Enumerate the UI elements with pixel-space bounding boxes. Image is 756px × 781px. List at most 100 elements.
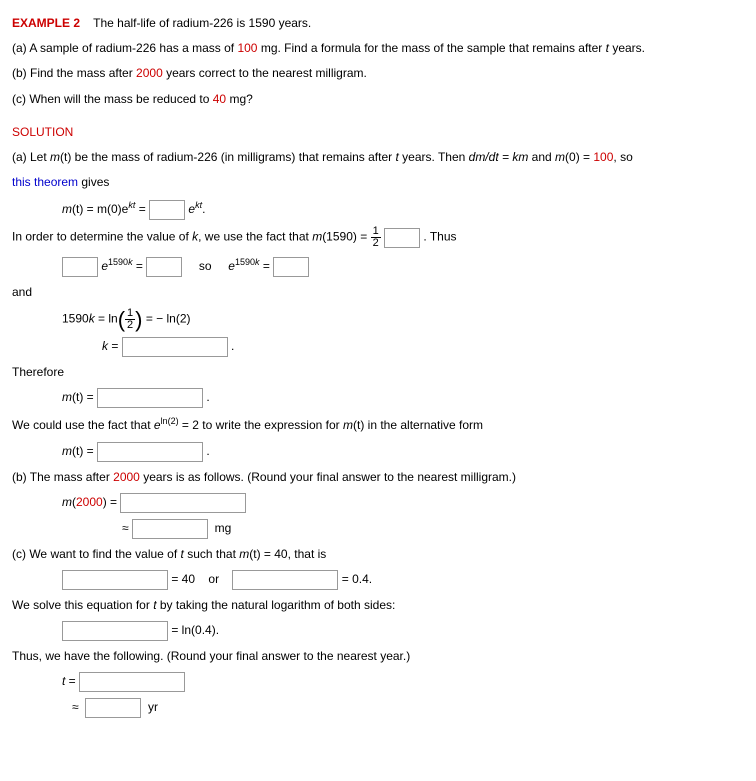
b-post: years is as follows. (Round your final a… (140, 470, 516, 484)
solution-a-line1: (a) Let m(t) be the mass of radium-226 (… (12, 148, 744, 167)
c-post: that is (291, 547, 326, 561)
and-label: and (12, 283, 744, 302)
blank-2[interactable] (384, 228, 420, 248)
k-dot: . (231, 339, 234, 353)
part-c-line: (c) When will the mass be reduced to 40 … (12, 90, 744, 109)
part-b-solution: (b) The mass after 2000 years is as foll… (12, 468, 744, 487)
part-b-pre: (b) Find the mass after (12, 66, 136, 80)
years-value: 2000 (136, 66, 163, 80)
blank-6[interactable] (122, 337, 228, 357)
eq1-0: (0)e (107, 202, 128, 216)
m0: m (555, 150, 565, 164)
part-b-post: years correct to the nearest milligram. (163, 66, 367, 80)
ln04-line: = ln(0.4). (12, 621, 744, 641)
blank-13[interactable] (62, 621, 168, 641)
m2000-paren: (2000) (72, 495, 107, 509)
eq04: = 0.4. (342, 572, 372, 586)
exp1590-1: 1590k (108, 257, 133, 267)
b-pre: (b) The mass after (12, 470, 113, 484)
therefore-label: Therefore (12, 363, 744, 382)
alt-pre: We could use the fact that (12, 418, 154, 432)
theorem-line: this theorem gives (12, 173, 744, 192)
frac-den: 2 (371, 238, 381, 249)
a-end: , so (613, 150, 632, 164)
t-eq-var: t (62, 674, 65, 688)
part-c-pre: (c) When will the mass be reduced to (12, 92, 213, 106)
ln-line: 1590k = ln(12) = − ln(2) (12, 308, 744, 331)
blank-9[interactable] (120, 493, 246, 513)
m2000-m: m (62, 495, 72, 509)
m0-val: 100 (593, 150, 613, 164)
dmdt: dm/dt = km (469, 150, 529, 164)
t-eq-line: t = (12, 672, 744, 692)
title-text: The half-life of radium-226 is 1590 year… (93, 16, 311, 30)
blank-12[interactable] (232, 570, 338, 590)
m1590: m (312, 230, 322, 244)
k-mid: , we use the fact that (198, 230, 312, 244)
thus-line: Thus, we have the following. (Round your… (12, 647, 744, 666)
alt-m: m (343, 418, 353, 432)
reduced-value: 40 (213, 92, 226, 106)
part-a-pre: (a) A sample of radium-226 has a mass of (12, 41, 237, 55)
eq1-eq: = (135, 202, 149, 216)
mass-value: 100 (237, 41, 257, 55)
blank-10[interactable] (132, 519, 208, 539)
c-eq40: = 40, (261, 547, 291, 561)
part-a-line: (a) A sample of radium-226 has a mass of… (12, 39, 744, 58)
blank-5[interactable] (273, 257, 309, 277)
exp-line: e1590k = so e1590k = (12, 255, 744, 277)
header-line-1: EXAMPLE 2 The half-life of radium-226 is… (12, 14, 744, 33)
blank-7[interactable] (97, 388, 203, 408)
c-paren: (t) (249, 547, 260, 561)
theorem-post: gives (78, 175, 109, 189)
alt-line: We could use the fact that eln(2) = 2 to… (12, 414, 744, 435)
or-label: or (208, 572, 219, 586)
frac-half: 12 (371, 226, 381, 249)
blank-4[interactable] (146, 257, 182, 277)
mt-m: m (62, 391, 72, 405)
ln-post: = − ln(2) (143, 312, 191, 326)
part-c-solution: (c) We want to find the value of t such … (12, 545, 744, 564)
mt2-dot: . (206, 444, 209, 458)
blank-8[interactable] (97, 442, 203, 462)
eln2-exp: ln(2) (161, 416, 179, 426)
mt2-m: m (62, 444, 72, 458)
k-thus: . Thus (423, 230, 456, 244)
blank-1[interactable] (149, 200, 185, 220)
paren-t: (t) (60, 150, 71, 164)
ln-1590: 1590 (62, 312, 89, 326)
blank-11[interactable] (62, 570, 168, 590)
mt-dot: . (206, 391, 209, 405)
blank-3[interactable] (62, 257, 98, 277)
mt2-paren: (t) = (72, 444, 97, 458)
ln-eq: = ln (95, 312, 118, 326)
c-m: m (239, 547, 249, 561)
b-years: 2000 (113, 470, 140, 484)
part-b-line: (b) Find the mass after 2000 years corre… (12, 64, 744, 83)
k-eq-sign: = (108, 339, 122, 353)
eln2-eq: = 2 to write the expression for (179, 418, 343, 432)
eq1-m: m (62, 202, 72, 216)
eq1-t: (t) = m (72, 202, 107, 216)
a-pre: (a) Let (12, 150, 50, 164)
alt-post: in the alternative form (364, 418, 483, 432)
m0-paren: (0) = (565, 150, 593, 164)
mt-eq-line: m(t) = . (12, 388, 744, 408)
example-label: EXAMPLE 2 (12, 16, 80, 30)
theorem-link[interactable]: this theorem (12, 175, 78, 189)
a-and: and (528, 150, 555, 164)
mt-alt-line: m(t) = . (12, 442, 744, 462)
solve-pre: We solve this equation for (12, 598, 153, 612)
solve-line: We solve this equation for t by taking t… (12, 596, 744, 615)
blank-14[interactable] (79, 672, 185, 692)
exp1590-2: 1590k (235, 257, 260, 267)
eq40-line: = 40 or = 0.4. (12, 570, 744, 590)
e2: e (228, 259, 235, 273)
part-a-end: years. (609, 41, 645, 55)
m2000-line: m(2000) = (12, 493, 744, 513)
approx2: ≈ (72, 700, 79, 714)
eq1-dot: . (202, 202, 205, 216)
solution-label: SOLUTION (12, 125, 73, 139)
blank-15[interactable] (85, 698, 141, 718)
c-pre: (c) We want to find the value of (12, 547, 181, 561)
